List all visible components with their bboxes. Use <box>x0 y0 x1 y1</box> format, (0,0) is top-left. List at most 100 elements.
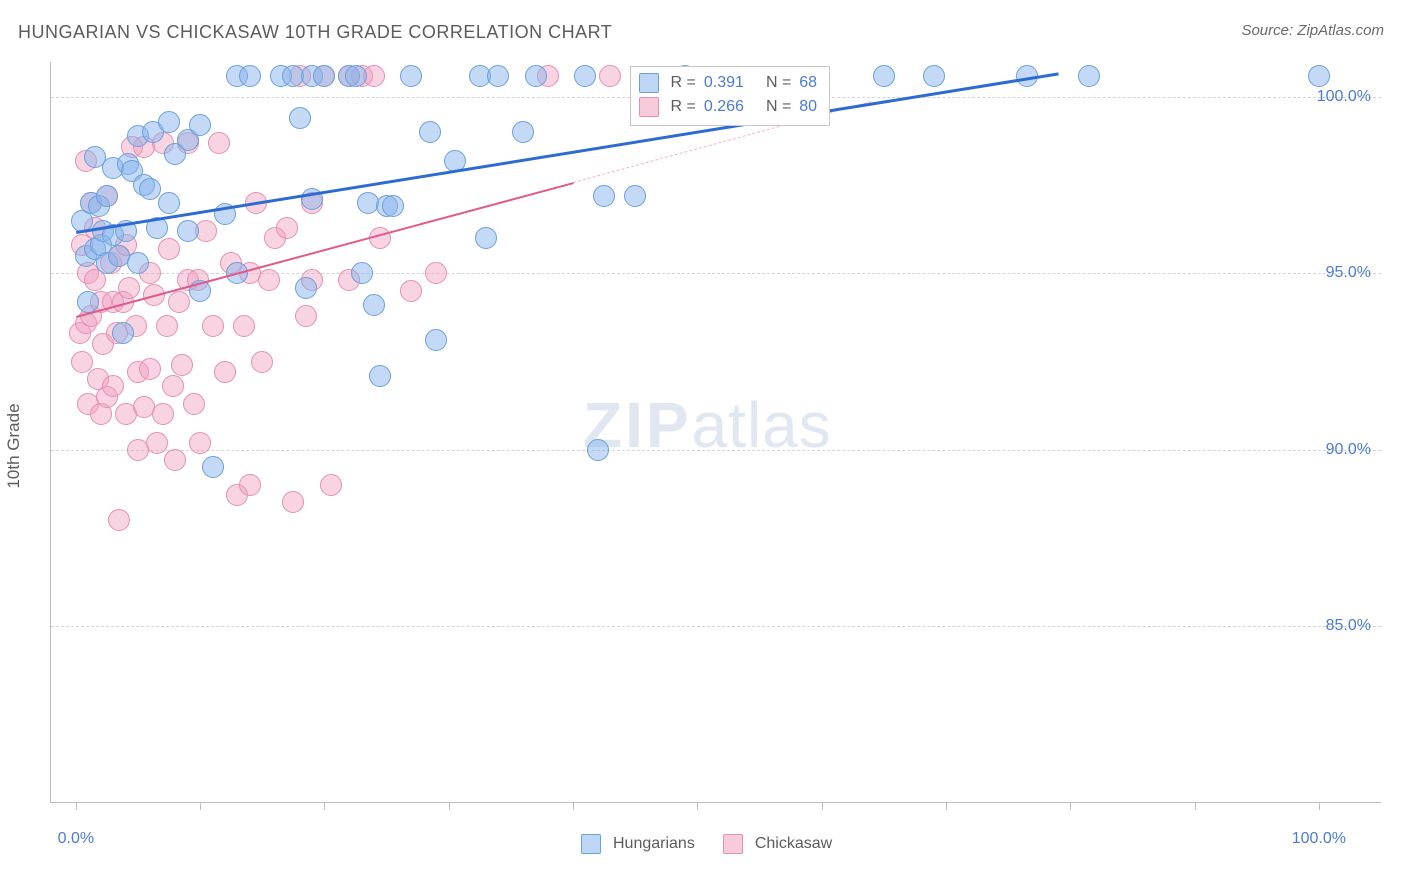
stat-row: R =0.391N =68 <box>639 71 818 95</box>
correlation-stat-box: R =0.391N =68R = 0.266 N = 80 <box>630 66 831 126</box>
y-tick-label: 95.0% <box>1326 264 1371 282</box>
scatter-point-chickasaw <box>158 238 180 260</box>
x-tick <box>822 802 823 810</box>
scatter-point-hungarians <box>487 65 509 87</box>
x-tick <box>1319 802 1320 810</box>
legend-item: Chickasaw <box>723 834 832 854</box>
scatter-point-hungarians <box>112 322 134 344</box>
scatter-point-hungarians <box>345 65 367 87</box>
scatter-point-hungarians <box>77 291 99 313</box>
scatter-point-hungarians <box>295 277 317 299</box>
scatter-point-chickasaw <box>282 491 304 513</box>
x-tick <box>573 802 574 810</box>
scatter-point-chickasaw <box>400 280 422 302</box>
scatter-point-hungarians <box>593 185 615 207</box>
scatter-point-hungarians <box>139 178 161 200</box>
scatter-point-hungarians <box>923 65 945 87</box>
scatter-point-hungarians <box>419 121 441 143</box>
x-tick <box>1070 802 1071 810</box>
scatter-point-hungarians <box>363 294 385 316</box>
scatter-point-chickasaw <box>599 65 621 87</box>
chart-title: HUNGARIAN VS CHICKASAW 10TH GRADE CORREL… <box>18 22 612 43</box>
scatter-point-hungarians <box>202 456 224 478</box>
scatter-point-hungarians <box>189 114 211 136</box>
scatter-point-chickasaw <box>251 351 273 373</box>
stat-n-label: N = <box>766 95 791 119</box>
x-tick-label: 0.0% <box>58 830 94 848</box>
stat-row: R = 0.266 N = 80 <box>639 95 818 119</box>
scatter-point-hungarians <box>1078 65 1100 87</box>
scatter-point-hungarians <box>158 192 180 214</box>
scatter-point-hungarians <box>512 121 534 143</box>
y-tick-label: 90.0% <box>1326 441 1371 459</box>
y-tick-label: 100.0% <box>1317 88 1371 106</box>
scatter-point-chickasaw <box>369 227 391 249</box>
scatter-point-chickasaw <box>71 351 93 373</box>
stat-r-value: 0.391 <box>704 71 744 95</box>
scatter-point-chickasaw <box>320 474 342 496</box>
scatter-point-chickasaw <box>233 315 255 337</box>
scatter-point-hungarians <box>1308 65 1330 87</box>
source-label: Source: ZipAtlas.com <box>1241 22 1384 39</box>
scatter-point-chickasaw <box>164 449 186 471</box>
gridline-h <box>51 626 1381 627</box>
scatter-point-chickasaw <box>139 358 161 380</box>
legend-swatch <box>639 73 659 93</box>
scatter-point-hungarians <box>313 65 335 87</box>
scatter-point-hungarians <box>873 65 895 87</box>
scatter-point-chickasaw <box>295 305 317 327</box>
scatter-point-hungarians <box>525 65 547 87</box>
legend-swatch <box>639 97 659 117</box>
stat-r-label: R = <box>671 95 696 119</box>
scatter-point-hungarians <box>425 329 447 351</box>
scatter-point-chickasaw <box>239 474 261 496</box>
scatter-point-hungarians <box>574 65 596 87</box>
scatter-point-hungarians <box>382 195 404 217</box>
scatter-point-hungarians <box>289 107 311 129</box>
legend-swatch <box>723 834 743 854</box>
scatter-point-hungarians <box>158 111 180 133</box>
legend: Hungarians Chickasaw <box>581 834 832 854</box>
scatter-point-chickasaw <box>168 291 190 313</box>
scatter-point-hungarians <box>369 365 391 387</box>
scatter-point-chickasaw <box>162 375 184 397</box>
legend-label: Chickasaw <box>755 835 832 853</box>
scatter-point-hungarians <box>624 185 646 207</box>
x-tick <box>1195 802 1196 810</box>
stat-n-value: 68 <box>799 71 817 95</box>
gridline-h <box>51 450 1381 451</box>
scatter-point-chickasaw <box>425 262 447 284</box>
scatter-point-chickasaw <box>202 315 224 337</box>
legend-item: Hungarians <box>581 834 695 854</box>
plot-area: ZIPatlas 85.0%90.0%95.0%100.0%0.0%100.0%… <box>50 62 1381 803</box>
trend-line-chickasaw <box>76 182 574 318</box>
scatter-point-hungarians <box>400 65 422 87</box>
x-tick <box>200 802 201 810</box>
scatter-point-chickasaw <box>146 432 168 454</box>
scatter-point-chickasaw <box>189 432 211 454</box>
legend-swatch <box>581 834 601 854</box>
x-tick-label: 100.0% <box>1292 830 1346 848</box>
scatter-point-chickasaw <box>214 361 236 383</box>
scatter-point-chickasaw <box>276 217 298 239</box>
y-tick-label: 85.0% <box>1326 617 1371 635</box>
scatter-point-chickasaw <box>152 403 174 425</box>
scatter-point-chickasaw <box>171 354 193 376</box>
scatter-point-chickasaw <box>208 132 230 154</box>
scatter-point-hungarians <box>127 252 149 274</box>
x-tick <box>449 802 450 810</box>
y-axis-label: 10th Grade <box>4 403 24 488</box>
scatter-point-chickasaw <box>258 269 280 291</box>
stat-r-value: 0.266 <box>704 95 744 119</box>
stat-n-value: 80 <box>799 95 817 119</box>
scatter-point-hungarians <box>177 220 199 242</box>
scatter-point-hungarians <box>96 185 118 207</box>
scatter-point-hungarians <box>239 65 261 87</box>
scatter-point-hungarians <box>587 439 609 461</box>
scatter-point-chickasaw <box>183 393 205 415</box>
scatter-point-chickasaw <box>102 375 124 397</box>
scatter-point-chickasaw <box>108 509 130 531</box>
legend-label: Hungarians <box>613 835 695 853</box>
scatter-point-hungarians <box>475 227 497 249</box>
x-tick <box>76 802 77 810</box>
